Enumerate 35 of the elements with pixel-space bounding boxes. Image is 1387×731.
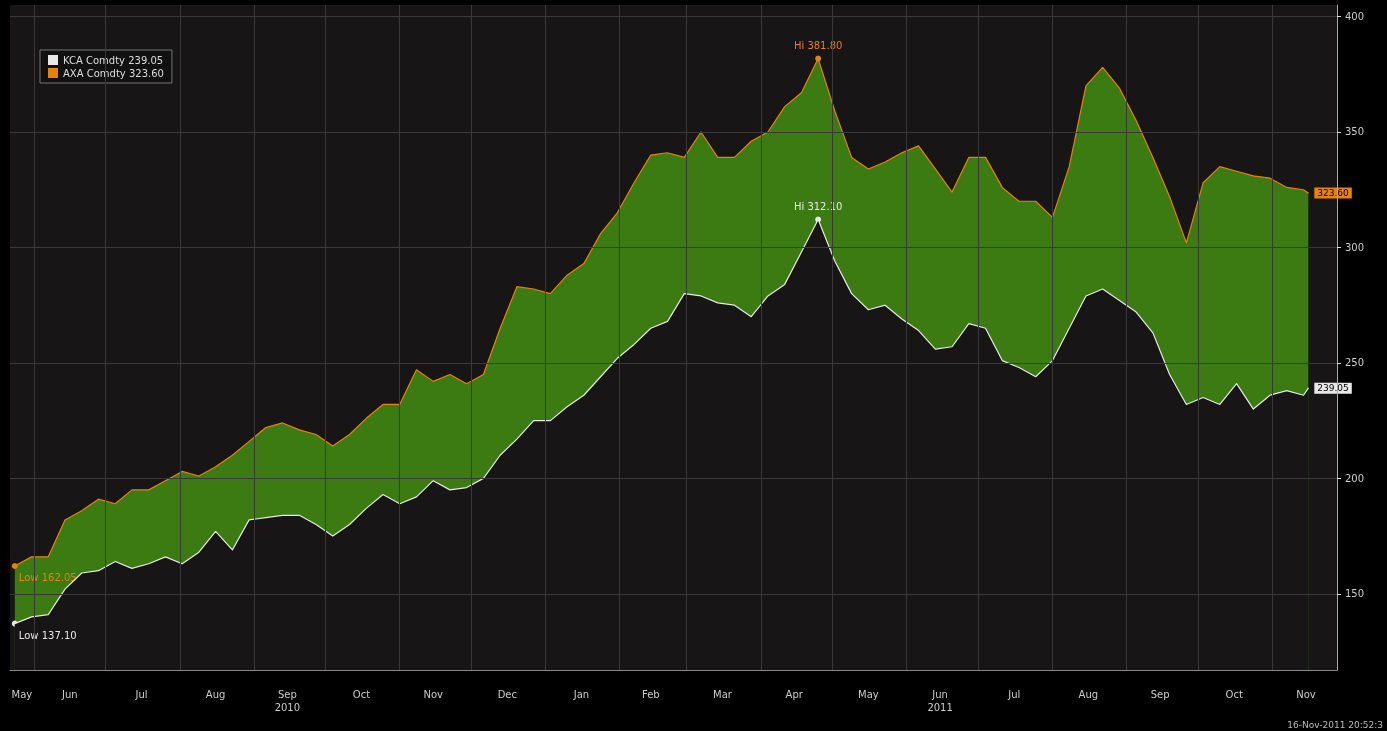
annotation: Low 162.05 (18, 572, 77, 584)
point (11, 562, 18, 569)
x-tick-label: Oct (1225, 689, 1243, 700)
x-tick-label: Apr (785, 689, 804, 700)
x-tick-label: Feb (641, 689, 660, 700)
y-tick-label: 400 (1345, 11, 1365, 23)
y-tick-label: 350 (1345, 126, 1365, 138)
y-tick-label: 250 (1345, 357, 1365, 369)
x-tick-label: Jan (572, 689, 590, 700)
x-tick-label: Sep 2010 (274, 689, 301, 713)
x-tick-label: Sep (1150, 689, 1170, 700)
x-tick-label: Aug (205, 689, 226, 700)
data-label: 239.05 (1317, 383, 1349, 394)
x-tick-label: Jun (60, 689, 78, 700)
x-tick-label: Jun 2011 (927, 689, 953, 713)
x-tick-label: Jul (134, 689, 148, 700)
annotation: Low 137.10 (18, 630, 77, 642)
legend-label: AXA Comdty 323.60 (63, 67, 164, 79)
x-tick-label: May (11, 689, 33, 700)
x-tick-label: May (858, 689, 879, 700)
legend-label: KCA Comdty 239.05 (63, 54, 164, 66)
y-tick-label: 300 (1345, 241, 1365, 253)
x-tick-label: Jul (1007, 689, 1021, 700)
y-tick-label: 200 (1345, 472, 1365, 484)
x-tick-label: Oct (352, 689, 371, 700)
annotation: Hi 381.80 (793, 40, 843, 52)
x-tick-label: Dec (497, 689, 518, 700)
annotation: Hi 312.10 (793, 201, 843, 213)
y-tick-label: 150 (1345, 588, 1365, 600)
x-tick-label: Nov (1296, 689, 1316, 700)
point (815, 55, 822, 62)
x-tick-label: Mar (713, 689, 733, 700)
x-tick-label: Nov (423, 689, 444, 700)
text: 16-Nov-2011 20:52:3 (1287, 719, 1383, 730)
x-tick-label: Aug (1078, 689, 1099, 700)
